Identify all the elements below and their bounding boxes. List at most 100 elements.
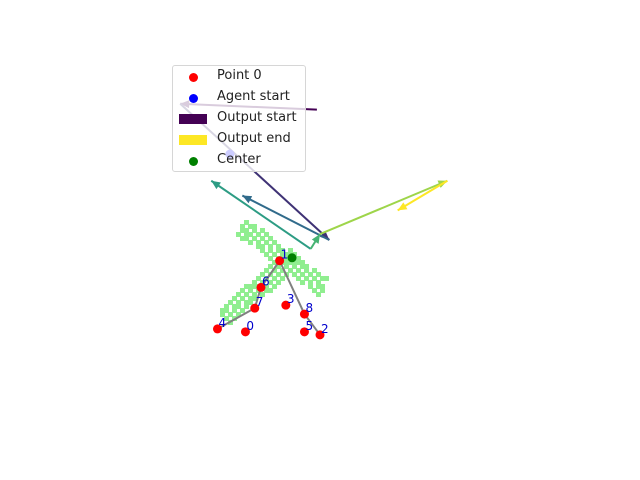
region-cell — [308, 284, 313, 289]
region-cell — [320, 288, 325, 293]
region-cell — [228, 300, 233, 305]
region-cell — [296, 276, 301, 281]
legend-item-center: Center — [173, 151, 307, 171]
region-cell — [288, 268, 293, 273]
region-cell — [304, 276, 309, 281]
point-label: 1 — [281, 248, 289, 262]
region-cell — [240, 296, 245, 301]
region-cell — [324, 276, 329, 281]
point-link — [216, 307, 256, 330]
region-cell — [244, 284, 249, 289]
region-cell — [280, 252, 285, 257]
point-marker — [299, 327, 309, 337]
point-label: 4 — [218, 316, 226, 330]
point-label: 6 — [262, 274, 270, 288]
region-cell — [272, 240, 277, 245]
region-cell — [248, 224, 253, 229]
region-cell — [284, 260, 289, 265]
region-cell — [284, 256, 289, 261]
region-cell — [276, 248, 281, 253]
region-cell — [264, 240, 269, 245]
region-cell — [264, 268, 269, 273]
region-cell — [300, 280, 305, 285]
region-cell — [256, 240, 261, 245]
output-arrow — [397, 179, 448, 212]
region-cell — [288, 248, 293, 253]
region-cell — [284, 252, 289, 257]
region-cell — [232, 308, 237, 313]
point-marker — [315, 330, 325, 340]
region-cell — [292, 260, 297, 265]
region-cell — [268, 256, 273, 261]
region-cell — [260, 272, 265, 277]
output-arrow — [210, 179, 312, 250]
point-label: 8 — [305, 301, 313, 315]
region-cell — [296, 256, 301, 261]
region-cell — [244, 304, 249, 309]
region-cell — [312, 276, 317, 281]
region-cell — [252, 284, 257, 289]
region-cell — [280, 248, 285, 253]
region-cell — [264, 288, 269, 293]
region-cell — [280, 276, 285, 281]
region-cell — [320, 276, 325, 281]
region-cell — [276, 280, 281, 285]
region-cell — [272, 276, 277, 281]
region-cell — [268, 264, 273, 269]
region-cell — [224, 316, 229, 321]
point-link — [278, 260, 306, 315]
region-cell — [276, 244, 281, 249]
region-cell — [240, 308, 245, 313]
region-cell — [268, 244, 273, 249]
region-cell — [264, 232, 269, 237]
output-arrow — [241, 194, 330, 241]
region-cell — [248, 296, 253, 301]
point-label: 5 — [305, 319, 313, 333]
region-cell — [260, 292, 265, 297]
region-cell — [224, 304, 229, 309]
region-cell — [264, 252, 269, 257]
region-cell — [264, 284, 269, 289]
region-cell — [248, 240, 253, 245]
region-cell — [276, 272, 281, 277]
region-cell — [272, 252, 277, 257]
output-arrowhead — [211, 180, 221, 190]
legend-label: Output end — [217, 131, 291, 146]
region-cell — [260, 248, 265, 253]
region-cell — [320, 284, 325, 289]
region-cell — [252, 228, 257, 233]
point-marker — [250, 303, 260, 313]
region-cell — [236, 312, 241, 317]
point-marker — [212, 324, 222, 334]
region-cell — [272, 260, 277, 265]
region-cell — [280, 268, 285, 273]
output-arrow — [319, 179, 448, 235]
region-cell — [248, 288, 253, 293]
region-cell — [260, 244, 265, 249]
region-cell — [240, 288, 245, 293]
point-link — [260, 260, 281, 288]
point-marker — [281, 300, 291, 310]
region-cell — [256, 276, 261, 281]
region-cell — [240, 228, 245, 233]
region-cell — [252, 224, 257, 229]
point-marker — [240, 327, 250, 337]
legend-item-output-start: Output start — [173, 109, 307, 129]
point-marker — [275, 256, 285, 266]
region-cell — [296, 260, 301, 265]
point-marker — [256, 282, 266, 292]
region-cell — [292, 272, 297, 277]
point-marker — [299, 309, 309, 319]
output-arrowhead — [397, 202, 408, 211]
region-cell — [268, 288, 273, 293]
legend-item-agent-start: Agent start — [173, 88, 307, 108]
region-cell — [288, 260, 293, 265]
region-cell — [248, 284, 253, 289]
legend-label: Agent start — [217, 89, 290, 104]
region-cell — [276, 264, 281, 269]
point-label: 2 — [321, 322, 329, 336]
region-cell — [292, 264, 297, 269]
output-arrowhead — [311, 234, 320, 244]
region-cell — [232, 296, 237, 301]
